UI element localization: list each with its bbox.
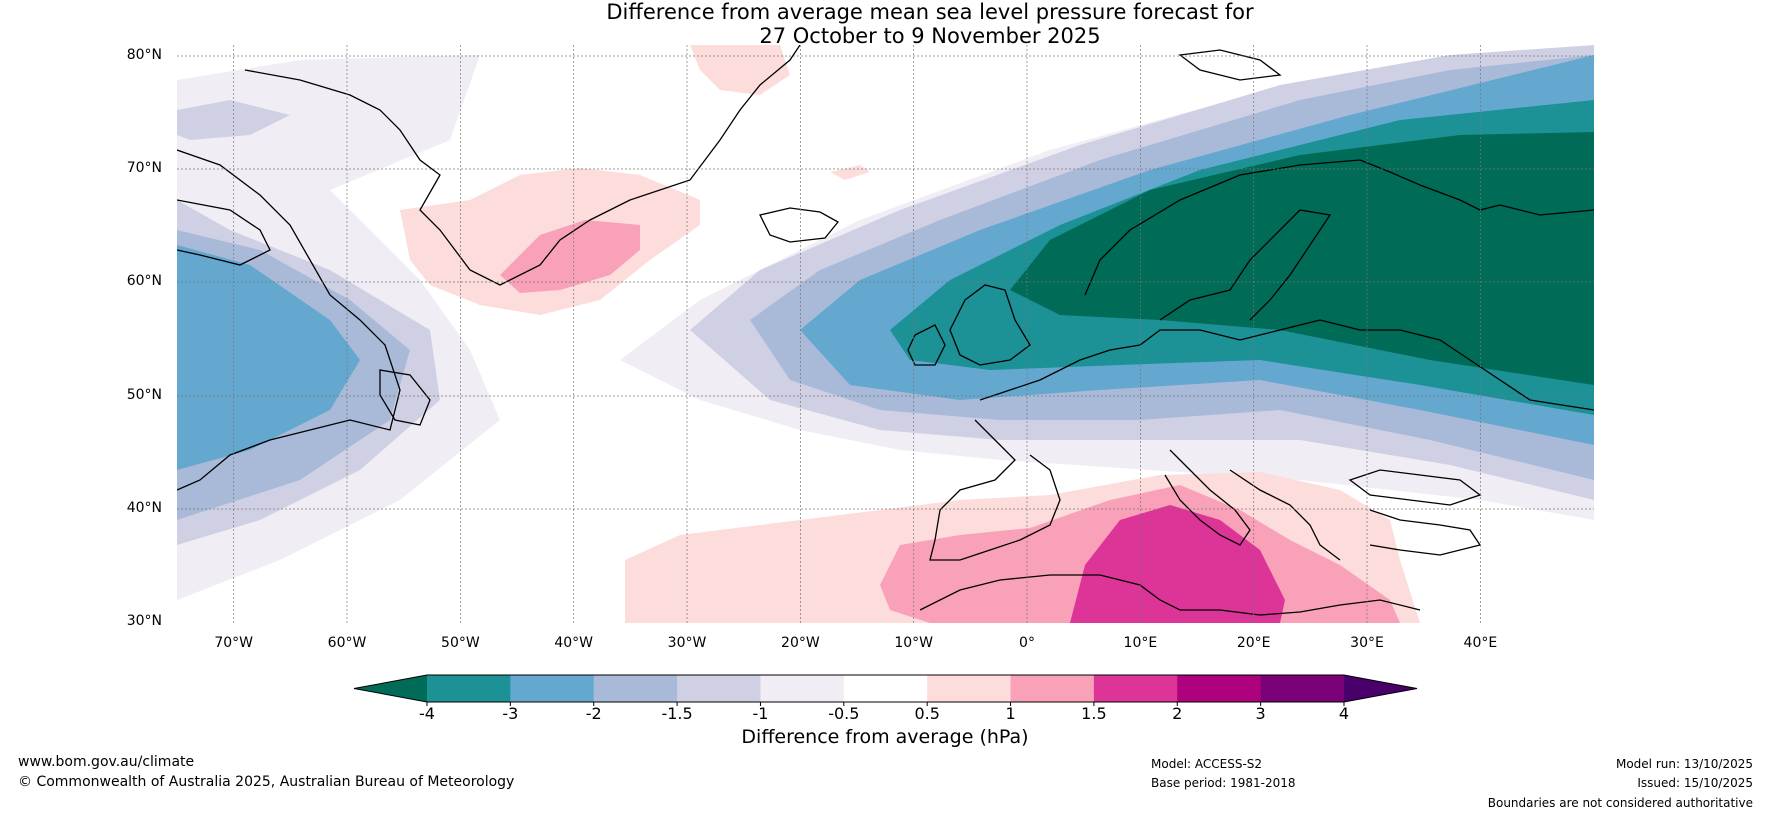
colorbar-tick-label: 4	[1338, 704, 1350, 723]
colorbar-segment	[510, 675, 595, 702]
website-link[interactable]: www.bom.gov.au/climate	[18, 754, 195, 770]
colorbar-segment	[1010, 675, 1095, 702]
sweden-coast	[1159, 209, 1332, 321]
lon-label-30w: 30°W	[667, 635, 707, 651]
ireland	[907, 324, 946, 366]
colorbar-tick-label: 0.5	[914, 704, 940, 723]
colorbar-segments	[353, 674, 1418, 706]
colorbar-segment	[1093, 675, 1178, 702]
europe-coast	[979, 319, 1594, 411]
colorbar-tick-label: 1	[1005, 704, 1016, 723]
greenland-coast	[244, 45, 801, 286]
colorbar-tick-label: -1.5	[661, 704, 693, 723]
colorbar-tick-label: -2	[585, 704, 602, 723]
colorbar-tick-label: -0.5	[828, 704, 860, 723]
contour-pos-0-5-arctic	[690, 45, 790, 95]
iceland-coast	[759, 207, 839, 243]
lon-label-40w: 40°W	[554, 635, 594, 651]
lon-label-20w: 20°W	[781, 635, 820, 651]
newfoundland-coast	[379, 369, 431, 426]
iberia-coast	[929, 419, 1061, 561]
colorbar-tick-label: -4	[419, 704, 435, 723]
british-isles	[949, 284, 1031, 366]
title-line-2: 27 October to 9 November 2025	[759, 24, 1101, 48]
colorbar-tick-label: -1	[752, 704, 769, 723]
colorbar-segment	[677, 675, 761, 702]
lat-label-60n: 60°N	[126, 273, 162, 289]
lat-label-70n: 70°N	[126, 160, 162, 176]
svalbard-coast	[1178, 49, 1282, 81]
disclaimer-text: Boundaries are not considered authoritat…	[1487, 796, 1753, 810]
labrador-coast	[177, 149, 401, 491]
scandinavia-coast	[1084, 159, 1594, 296]
hudson-coast	[177, 199, 271, 266]
lon-label-0: 0°	[1019, 635, 1035, 651]
lon-label-40e: 40°E	[1463, 635, 1498, 651]
model-text: Model: ACCESS-S2	[1151, 757, 1263, 771]
colorbar-segment	[593, 675, 678, 702]
north-africa-coast	[919, 574, 1421, 616]
colorbar-extend-high	[1344, 675, 1417, 702]
lon-label-20e: 20°E	[1236, 635, 1271, 651]
lat-label-40n: 40°N	[126, 500, 162, 516]
lon-label-70w: 70°W	[214, 635, 254, 651]
chart-title: Difference from average mean sea level p…	[0, 0, 1770, 48]
lon-label-30e: 30°E	[1350, 635, 1384, 651]
lat-label-50n: 50°N	[126, 387, 162, 403]
colorbar-tick-label: 3	[1255, 704, 1266, 723]
model-run-text: Model run: 13/10/2025	[1615, 757, 1753, 771]
colorbar-segment	[843, 675, 928, 702]
colorbar-tick-label: -3	[502, 704, 519, 723]
lat-label-30n: 30°N	[126, 613, 162, 629]
base-period-text: Base period: 1981-2018	[1151, 776, 1296, 790]
title-line-1: Difference from average mean sea level p…	[606, 0, 1254, 24]
contour-pos-0-5-small	[830, 165, 870, 180]
contour-pos-1-greenland	[500, 220, 640, 293]
balkan-coast	[1229, 469, 1341, 561]
coastlines	[177, 45, 1594, 616]
contour-pos-1-5-med	[1070, 505, 1285, 623]
colorbar-tick-label: 2	[1172, 704, 1183, 723]
italy-coast	[1164, 449, 1251, 546]
black-sea-coast	[1348, 469, 1482, 506]
colorbar-segment	[1260, 675, 1345, 702]
lon-label-10w: 10°W	[894, 635, 934, 651]
graticule	[177, 45, 1594, 623]
lon-label-60w: 60°W	[327, 635, 367, 651]
lon-label-50w: 50°W	[441, 635, 480, 651]
colorbar-extend-low	[354, 675, 427, 702]
colorbar-tick-label: 1.5	[1081, 704, 1107, 723]
copyright-text: © Commonwealth of Australia 2025, Austra…	[18, 774, 515, 790]
colorbar-title: Difference from average (hPa)	[741, 726, 1029, 748]
colorbar-segment	[1177, 675, 1262, 702]
turkey-coast	[1369, 509, 1482, 556]
colorbar-segment	[927, 675, 1012, 702]
colorbar-segment	[427, 675, 511, 702]
lat-label-80n: 80°N	[126, 47, 162, 63]
contour-neg-2-west	[177, 245, 360, 470]
colorbar-segment	[760, 675, 845, 702]
contour-neg-1-northwest	[177, 100, 290, 140]
issued-text: Issued: 15/10/2025	[1637, 776, 1753, 790]
lon-label-10e: 10°E	[1123, 635, 1158, 651]
